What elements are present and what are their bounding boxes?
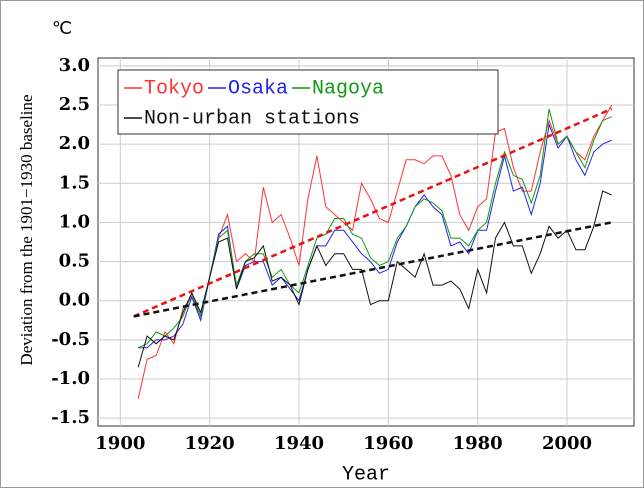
y-tick-label: -0.5 [51,329,90,350]
y-tick-label: 2.5 [59,94,90,115]
x-tick-label: 1900 [95,433,145,454]
y-tick-label: 2.0 [59,133,90,154]
y-tick-label: -1.0 [51,368,90,389]
trend-line [133,107,613,318]
y-tick-label: 0.0 [59,290,90,311]
y-tick-label: -1.5 [51,407,90,428]
y-tick-label: 1.5 [59,172,90,193]
legend-label: Non-urban stations [144,107,360,130]
legend-label: Osaka [228,77,288,100]
x-axis-label: Year [342,463,390,486]
legend-label: Nagoya [312,77,384,100]
x-tick-label: 1920 [185,433,235,454]
trend-line [133,221,612,318]
x-tick-label: 1980 [453,433,503,454]
x-tick-label: 2000 [542,433,592,454]
series-line [138,122,612,349]
legend [117,69,499,135]
y-tick-label: 0.5 [59,251,90,272]
unit-label: ℃ [52,18,72,38]
legend-label: Tokyo [144,77,204,100]
series-line [137,108,612,349]
y-tick-label: 1.0 [59,211,90,232]
y-axis-label: Deviation from the 1901−1930 baseline [17,94,36,365]
x-tick-label: 1940 [274,433,324,454]
y-tick-label: 3.0 [59,55,90,76]
x-tick-label: 1960 [363,433,413,454]
series-line [137,190,612,368]
